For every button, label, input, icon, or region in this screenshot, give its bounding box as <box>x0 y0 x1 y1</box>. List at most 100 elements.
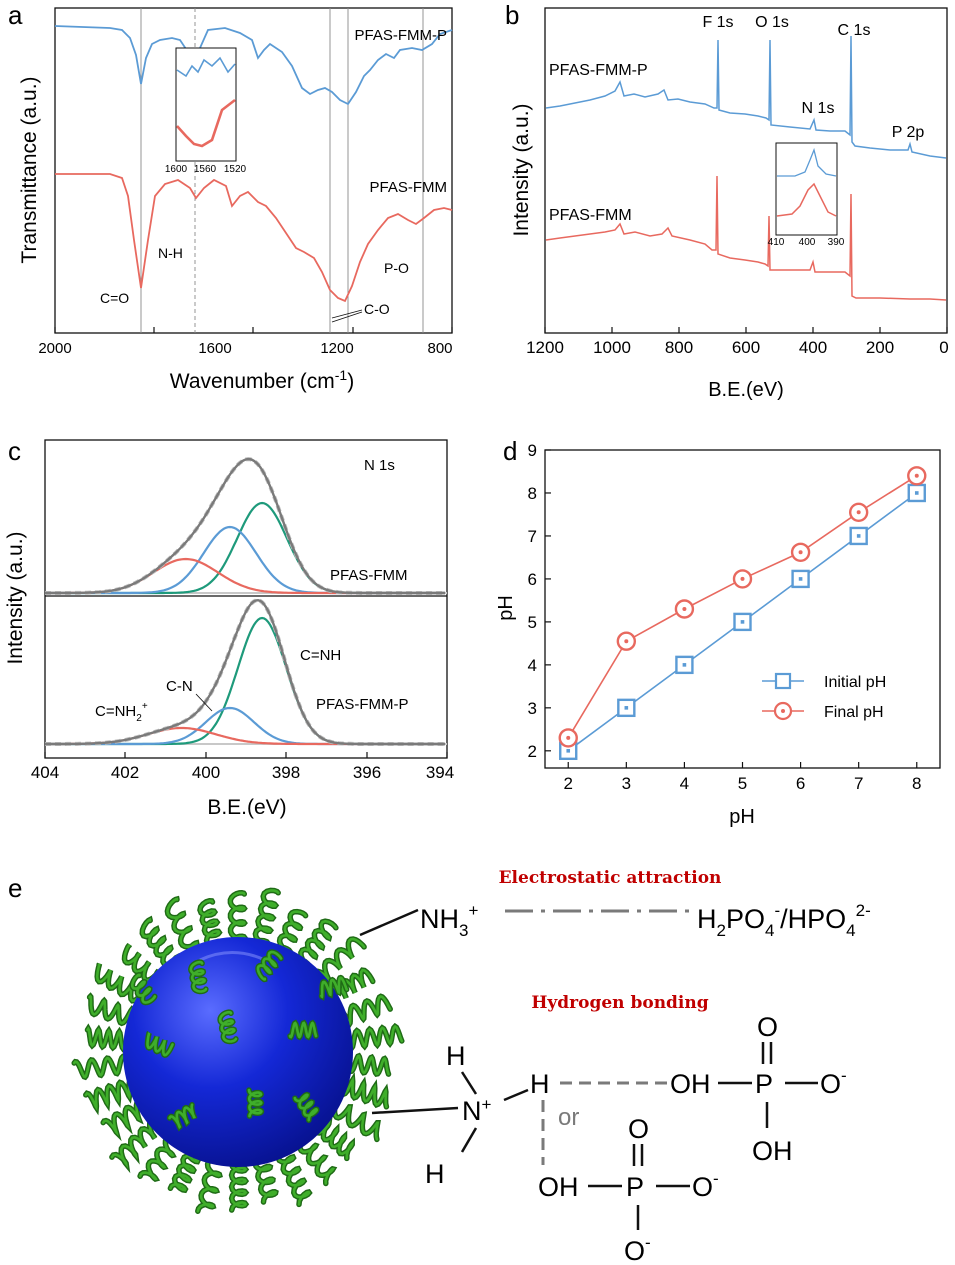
c-o-arrows <box>331 309 363 323</box>
nanosphere <box>123 937 353 1167</box>
x-tick-label: 200 <box>866 338 894 357</box>
data-point-center <box>798 550 803 555</box>
polymer-coil-highlight <box>189 960 208 993</box>
x-tick-label: 400 <box>799 338 827 357</box>
data-point-center <box>740 620 745 624</box>
phosphate-anions-label: H2PO4-/HPO42- <box>697 901 871 940</box>
bond-n-h-right <box>503 1088 529 1102</box>
atom-o-double-lower: O <box>628 1114 649 1144</box>
panel-b-x-axis-label: B.E.(eV) <box>708 379 784 401</box>
band-label-po: P-O <box>384 260 409 276</box>
fit-component-peak <box>45 616 445 746</box>
nh3-tether <box>359 908 419 937</box>
panel-a-letter: a <box>8 0 23 30</box>
y-tick-label: 5 <box>528 613 537 632</box>
polymer-coil-highlight <box>293 1093 319 1122</box>
x-tick-label: 4 <box>680 774 689 793</box>
or-label: or <box>558 1104 579 1131</box>
x-tick-label: 3 <box>622 774 631 793</box>
data-point-center <box>914 491 919 495</box>
data-point-center <box>682 663 687 667</box>
raw-data-dashed <box>45 598 445 746</box>
legend-marker-dot <box>781 709 785 713</box>
atom-o-minus-right: O- <box>820 1066 847 1099</box>
data-point-center <box>624 639 629 644</box>
polymer-coil-highlight <box>288 1021 318 1039</box>
panel-c-frame <box>44 439 448 759</box>
xps-survey-pfas-fmm-p-curve <box>545 35 947 159</box>
x-tick-label: 402 <box>111 763 139 782</box>
ph-chart: 2 3 4 5 6 7 8 9 2 3 4 5 6 7 8 Initial pH Final pH <box>528 441 927 793</box>
panel-d: d 2 3 4 5 6 7 8 9 2 3 4 5 6 7 8 Initial pH Final pH pH p… <box>495 436 941 828</box>
sphere-highlight <box>199 951 266 962</box>
panel-a-x-ticks <box>54 327 453 333</box>
atom-n-plus: N+ <box>462 1095 492 1126</box>
x-tick-label: 1600 <box>198 340 231 357</box>
legend-marker-square <box>774 672 792 690</box>
xps-label-pfas-fmm-p: PFAS-FMM-P <box>549 62 648 79</box>
x-tick-label: 6 <box>796 774 805 793</box>
data-point-center <box>682 607 687 611</box>
panel-a: a 1600 1560 1520 PFAS-FMM-P PFAS-FMM C=O… <box>8 0 453 393</box>
y-tick-label: 2 <box>528 742 537 761</box>
panel-b-inset: 410 400 390 <box>768 142 845 248</box>
panel-b-x-ticks <box>544 327 948 333</box>
x-tick-label: 404 <box>31 763 59 782</box>
band-label-nh: N-H <box>158 245 183 261</box>
x-tick-label: 1200 <box>526 338 564 357</box>
electrostatic-attraction-title: Electrostatic attraction <box>499 868 722 888</box>
panel-d-y-axis-label: pH <box>495 595 517 621</box>
x-tick-label: 7 <box>854 774 863 793</box>
data-point-center <box>566 749 571 753</box>
x-tick-label: 2000 <box>38 340 71 357</box>
xps-label-pfas-fmm: PFAS-FMM <box>549 207 632 224</box>
xps-n1s-pfas-fmm-plot <box>45 457 447 595</box>
panel-a-y-axis-label: Transmittance (a.u.) <box>18 76 41 263</box>
xps-label-pfas-fmm-p: PFAS-FMM-P <box>316 696 409 713</box>
ftir-label-pfas-fmm: PFAS-FMM <box>370 179 448 196</box>
atom-oh-left-phosphate: OH <box>538 1172 579 1202</box>
polymer-coil-highlight <box>218 1010 238 1043</box>
panel-d-letter: d <box>503 436 517 466</box>
atom-oh-right-phosphate: OH <box>670 1069 711 1099</box>
inset-b-tick: 400 <box>799 237 816 248</box>
band-label-c-o: C-O <box>364 301 390 317</box>
cn-pointer <box>195 693 213 712</box>
panel-b: b 410 400 390 PFAS-FMM-P PFAS-FMM F 1s O… <box>505 0 949 401</box>
data-point-center <box>566 735 571 740</box>
atom-p-lower: P <box>626 1172 644 1202</box>
polymer-coil-highlight <box>247 1088 263 1118</box>
panel-c: c N 1s PFAS-FMM PFAS-FMM-P C=NH C-N C=NH… <box>4 436 454 819</box>
data-point-center <box>740 576 745 581</box>
atom-h-bottom: H <box>425 1159 445 1189</box>
nh3-plus-label: NH3+ <box>420 901 478 940</box>
panel-d-x-axis-label: pH <box>729 806 755 828</box>
inset-a-tick: 1600 <box>165 164 188 175</box>
y-tick-label: 3 <box>528 699 537 718</box>
x-tick-label: 8 <box>912 774 921 793</box>
x-tick-label: 800 <box>665 338 693 357</box>
inset-a-tick: 1520 <box>224 164 247 175</box>
panel-c-letter: c <box>8 436 21 466</box>
x-tick-label: 394 <box>426 763 454 782</box>
xps-label-pfas-fmm: PFAS-FMM <box>330 567 408 584</box>
atom-o-minus-lower-right: O- <box>692 1169 719 1202</box>
atom-oh-bottom-right: OH <box>752 1136 793 1166</box>
panel-e-letter: e <box>8 873 22 903</box>
region-label-n1s: N 1s <box>364 457 395 474</box>
x-tick-label: 400 <box>192 763 220 782</box>
bond-n-h-top <box>460 1071 478 1095</box>
panel-a-inset: 1600 1560 1520 <box>165 47 247 175</box>
panel-e: e Electrostatic attraction Hydrogen bond… <box>8 868 871 1265</box>
panel-b-frame <box>544 7 948 334</box>
xps-n1s-pfas-fmm-p-plot <box>45 598 447 746</box>
x-tick-label: 600 <box>732 338 760 357</box>
x-tick-label: 1200 <box>320 340 353 357</box>
polymer-coil-highlight <box>256 950 283 981</box>
y-tick-label: 7 <box>528 527 537 546</box>
x-tick-label: 396 <box>353 763 381 782</box>
polymer-coils-front <box>129 949 350 1132</box>
n-tether <box>371 1106 459 1115</box>
panel-a-guides <box>140 8 424 333</box>
